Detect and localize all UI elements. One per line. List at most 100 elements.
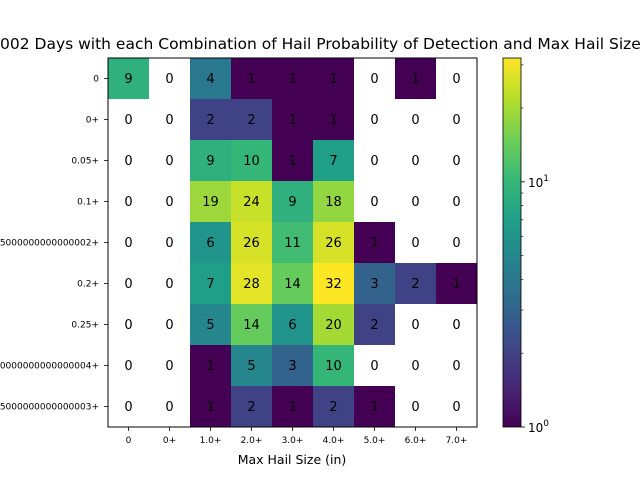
heatmap-cell bbox=[231, 222, 273, 264]
heatmap-cell bbox=[190, 345, 232, 387]
x-tick-label: 3.0+ bbox=[282, 436, 304, 446]
cell-value-label: 6 bbox=[288, 318, 296, 333]
cell-value-label: 1 bbox=[288, 72, 296, 87]
heatmap-cell bbox=[395, 222, 437, 264]
x-axis-title: Max Hail Size (in) bbox=[238, 452, 347, 467]
heatmap-cell bbox=[108, 386, 150, 428]
x-tick-label: 5.0+ bbox=[364, 436, 386, 446]
y-tick-label: 0.1+ bbox=[77, 198, 99, 208]
cell-value-label: 14 bbox=[284, 277, 301, 292]
heatmap-cell bbox=[108, 263, 150, 305]
heatmap-cell bbox=[354, 386, 396, 428]
cell-value-label: 0 bbox=[165, 400, 173, 415]
cell-value-label: 4 bbox=[206, 72, 214, 87]
y-tick-label: 0+ bbox=[86, 116, 99, 126]
heatmap-cell bbox=[395, 345, 437, 387]
cell-value-label: 18 bbox=[325, 195, 342, 210]
heatmap-cell bbox=[149, 58, 191, 100]
cell-value-label: 24 bbox=[243, 195, 260, 210]
heatmap-cell bbox=[231, 263, 273, 305]
cell-value-label: 0 bbox=[165, 195, 173, 210]
heatmap-cell bbox=[272, 181, 314, 223]
cell-value-label: 0 bbox=[452, 195, 460, 210]
heatmap-cell bbox=[313, 99, 355, 141]
heatmap-cell bbox=[231, 345, 273, 387]
cell-value-label: 1 bbox=[370, 236, 378, 251]
heatmap-cell bbox=[272, 386, 314, 428]
cell-value-label: 0 bbox=[370, 72, 378, 87]
y-tick-label: 0.35000000000000003+ bbox=[0, 403, 99, 413]
heatmap-cell bbox=[149, 222, 191, 264]
colorbar bbox=[502, 57, 522, 428]
heatmap-cell bbox=[272, 222, 314, 264]
cell-value-label: 28 bbox=[243, 277, 260, 292]
heatmap-cell bbox=[395, 304, 437, 346]
heatmap-cell bbox=[354, 222, 396, 264]
cell-value-label: 2 bbox=[247, 113, 255, 128]
x-tick-label: 7.0+ bbox=[446, 436, 468, 446]
heatmap-cell bbox=[354, 58, 396, 100]
x-axis-ticks: 0 0+ 1.0+ 2.0+ 3.0+ 4.0+ 5.0+ 6.0+ 7.0+ bbox=[126, 427, 468, 446]
heatmap-cell bbox=[190, 386, 232, 428]
heatmap-cell bbox=[436, 263, 478, 305]
heatmap-cell bbox=[436, 222, 478, 264]
heatmap-cell bbox=[108, 222, 150, 264]
heatmap-cell bbox=[313, 222, 355, 264]
cell-value-label: 3 bbox=[288, 359, 296, 374]
heatmap-cell bbox=[231, 58, 273, 100]
heatmap-cell bbox=[190, 263, 232, 305]
heatmap-cell bbox=[313, 58, 355, 100]
cell-value-label: 5 bbox=[206, 318, 214, 333]
colorbar-tick-label: 101 bbox=[528, 174, 549, 190]
heatmap-cell bbox=[149, 263, 191, 305]
heatmap-cell bbox=[313, 304, 355, 346]
cell-value-label: 1 bbox=[288, 400, 296, 415]
heatmap-cell bbox=[190, 181, 232, 223]
heatmap-cell bbox=[436, 345, 478, 387]
heatmap-cell bbox=[354, 304, 396, 346]
heatmap-cell bbox=[395, 181, 437, 223]
cell-value-label: 26 bbox=[243, 236, 260, 251]
cell-value-label: 0 bbox=[452, 154, 460, 169]
cell-value-label: 20 bbox=[325, 318, 342, 333]
cell-value-label: 1 bbox=[452, 277, 460, 292]
cell-value-label: 10 bbox=[243, 154, 260, 169]
cell-value-label: 10 bbox=[325, 359, 342, 374]
cell-value-label: 0 bbox=[411, 359, 419, 374]
y-tick-label: 0.30000000000000004+ bbox=[0, 362, 99, 372]
cell-value-label: 0 bbox=[165, 113, 173, 128]
cell-value-label: 19 bbox=[202, 195, 219, 210]
cell-value-label: 0 bbox=[165, 359, 173, 374]
cell-value-label: 0 bbox=[452, 318, 460, 333]
cell-value-label: 2 bbox=[247, 400, 255, 415]
x-tick-label: 6.0+ bbox=[405, 436, 427, 446]
cell-value-label: 1 bbox=[206, 359, 214, 374]
heatmap-cell bbox=[354, 181, 396, 223]
heatmap-cell bbox=[149, 386, 191, 428]
cell-value-label: 26 bbox=[325, 236, 342, 251]
cell-value-label: 3 bbox=[370, 277, 378, 292]
colorbar-tick-label: 100 bbox=[528, 419, 549, 435]
cell-value-label: 2 bbox=[370, 318, 378, 333]
cell-value-label: 11 bbox=[284, 236, 301, 251]
cell-value-label: 6 bbox=[206, 236, 214, 251]
heatmap-cell bbox=[108, 99, 150, 141]
y-tick-label: 0.15000000000000002+ bbox=[0, 239, 99, 249]
heatmap-cell bbox=[190, 222, 232, 264]
heatmap-cell bbox=[436, 386, 478, 428]
y-tick-label: 0.05+ bbox=[71, 157, 99, 167]
cell-value-label: 5 bbox=[247, 359, 255, 374]
heatmap-cell bbox=[354, 140, 396, 182]
heatmap-cell bbox=[108, 140, 150, 182]
x-tick-label: 2.0+ bbox=[241, 436, 263, 446]
heatmap-cell bbox=[436, 99, 478, 141]
heatmap-cell bbox=[436, 140, 478, 182]
cell-value-label: 0 bbox=[165, 154, 173, 169]
cell-value-label: 14 bbox=[243, 318, 260, 333]
cell-value-label: 0 bbox=[165, 236, 173, 251]
heatmap-cell bbox=[395, 263, 437, 305]
cell-value-label: 0 bbox=[165, 318, 173, 333]
heatmap-cell bbox=[108, 345, 150, 387]
heatmap-cell bbox=[395, 99, 437, 141]
heatmap-cell bbox=[395, 386, 437, 428]
